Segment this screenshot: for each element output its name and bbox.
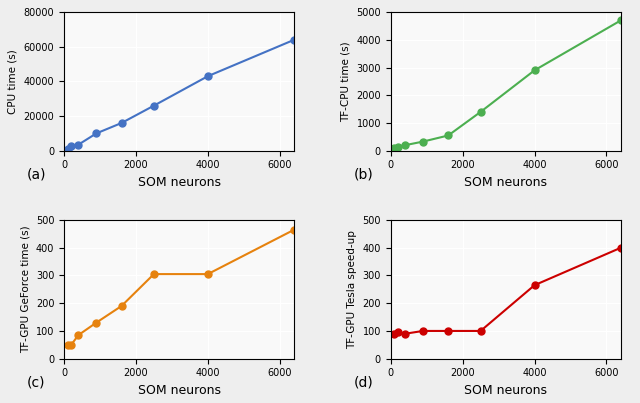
Y-axis label: TF-CPU time (s): TF-CPU time (s) xyxy=(341,41,351,122)
X-axis label: SOM neurons: SOM neurons xyxy=(138,384,221,397)
X-axis label: SOM neurons: SOM neurons xyxy=(464,176,547,189)
Text: (b): (b) xyxy=(354,167,374,181)
Text: (c): (c) xyxy=(27,375,45,389)
X-axis label: SOM neurons: SOM neurons xyxy=(464,384,547,397)
Text: (d): (d) xyxy=(354,375,374,389)
Text: (a): (a) xyxy=(27,167,47,181)
Y-axis label: CPU time (s): CPU time (s) xyxy=(8,49,18,114)
Y-axis label: TF-GPU GeForce time (s): TF-GPU GeForce time (s) xyxy=(20,226,30,353)
Y-axis label: TF-GPU Tesla speed-up: TF-GPU Tesla speed-up xyxy=(347,230,357,349)
X-axis label: SOM neurons: SOM neurons xyxy=(138,176,221,189)
